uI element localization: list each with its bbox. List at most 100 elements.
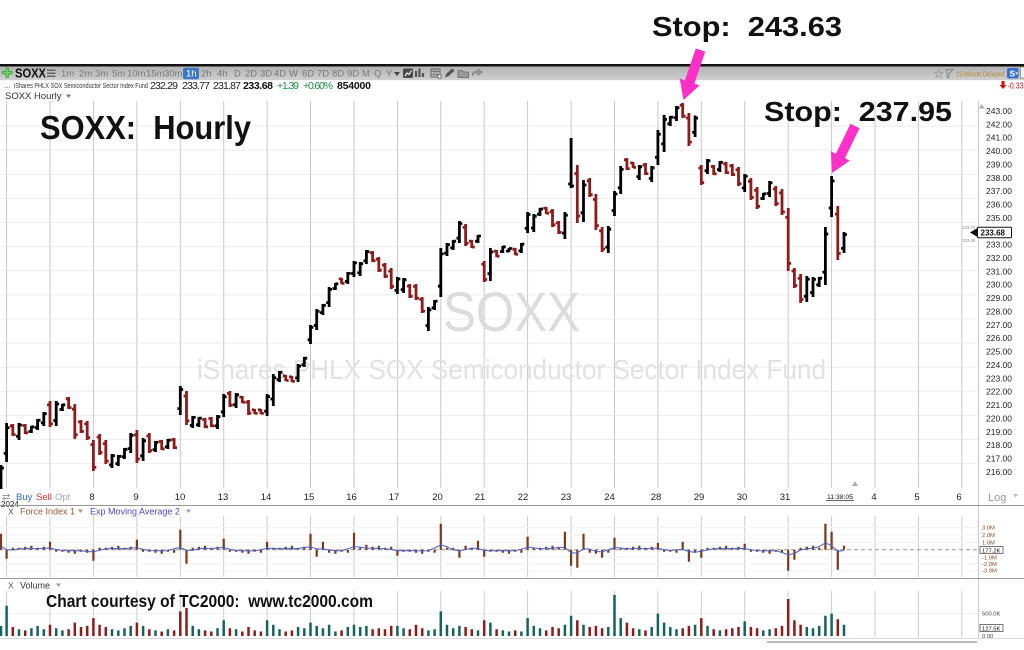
svg-text:7D: 7D (317, 69, 329, 80)
svg-text:223.00: 223.00 (986, 373, 1012, 383)
svg-text:D: D (234, 69, 241, 80)
svg-text:29: 29 (694, 492, 705, 503)
svg-text:1h: 1h (186, 69, 197, 80)
svg-text:227.00: 227.00 (986, 320, 1012, 330)
svg-text:5m: 5m (112, 69, 125, 80)
svg-text:8D: 8D (332, 69, 344, 80)
svg-text:X: X (8, 507, 14, 517)
svg-text:10: 10 (175, 492, 186, 503)
svg-text:X: X (8, 581, 14, 591)
svg-text:6: 6 (956, 492, 961, 503)
svg-text:16: 16 (346, 492, 357, 503)
svg-text:6D: 6D (302, 69, 314, 80)
svg-text:233.68: 233.68 (962, 238, 975, 243)
svg-text:15m: 15m (146, 69, 165, 80)
svg-text:Volume: Volume (20, 581, 50, 591)
svg-text:2.0M: 2.0M (982, 533, 995, 539)
svg-text:9D: 9D (347, 69, 359, 80)
svg-text:239.00: 239.00 (986, 159, 1012, 169)
svg-text:219.00: 219.00 (986, 427, 1012, 437)
svg-text:3D: 3D (260, 69, 272, 80)
svg-text:30m: 30m (164, 69, 183, 80)
svg-text:21: 21 (475, 492, 486, 503)
svg-text:24: 24 (604, 492, 615, 503)
svg-text:233.68: 233.68 (243, 80, 273, 92)
svg-text:238.00: 238.00 (986, 173, 1012, 183)
svg-text:2h: 2h (201, 69, 212, 80)
svg-text:4h: 4h (217, 69, 228, 80)
svg-text:243.00: 243.00 (986, 106, 1012, 116)
svg-text:Log: Log (988, 492, 1006, 504)
svg-text:0.00: 0.00 (982, 634, 993, 640)
svg-text:20: 20 (432, 492, 443, 503)
svg-text:-0.33: -0.33 (1008, 81, 1024, 91)
svg-text:240.00: 240.00 (986, 146, 1012, 156)
svg-text:4D: 4D (274, 69, 286, 80)
svg-text:3m: 3m (95, 69, 108, 80)
svg-text:5: 5 (914, 492, 919, 503)
svg-text:31: 31 (780, 492, 791, 503)
svg-text:23: 23 (561, 492, 572, 503)
svg-text:230.00: 230.00 (986, 280, 1012, 290)
svg-text:218.00: 218.00 (986, 440, 1012, 450)
svg-text:221.00: 221.00 (986, 400, 1012, 410)
svg-text:Stop: 237.95: Stop: 237.95 (764, 96, 952, 127)
svg-text:Y: Y (386, 69, 393, 80)
svg-text:22: 22 (518, 492, 529, 503)
svg-text:233.77: 233.77 (182, 80, 210, 92)
svg-text:216.00: 216.00 (986, 467, 1012, 477)
svg-text:3.0M: 3.0M (982, 526, 995, 532)
svg-text:231.00: 231.00 (986, 266, 1012, 276)
svg-text:229.00: 229.00 (986, 293, 1012, 303)
svg-text:233.68: 233.68 (981, 229, 1006, 238)
svg-text:14: 14 (261, 492, 272, 503)
svg-text:28: 28 (651, 492, 662, 503)
svg-text:Q: Q (374, 69, 381, 80)
svg-text:1.0M: 1.0M (982, 541, 995, 547)
svg-text:30: 30 (737, 492, 748, 503)
svg-text:233.73: 233.73 (962, 225, 975, 230)
svg-text:15: 15 (304, 492, 315, 503)
svg-text:10m: 10m (127, 69, 146, 80)
svg-text:9: 9 (133, 492, 138, 503)
svg-text:SOXX Hourly: SOXX Hourly (5, 91, 62, 102)
svg-text:224.00: 224.00 (986, 360, 1012, 370)
svg-text:Force Index 1: Force Index 1 (20, 507, 75, 517)
svg-text:2m: 2m (79, 69, 92, 80)
svg-text:☆: ☆ (933, 67, 944, 81)
svg-text:127.5K: 127.5K (982, 626, 1001, 632)
svg-text:...: ... (4, 81, 11, 90)
svg-text:Stop: 243.63: Stop: 243.63 (652, 11, 842, 42)
svg-text:Exp Moving Average 2: Exp Moving Average 2 (90, 507, 180, 517)
svg-text:15 Minute Delayed: 15 Minute Delayed (956, 70, 1004, 79)
svg-text:177.2K: 177.2K (982, 548, 1001, 554)
svg-text:242.00: 242.00 (986, 119, 1012, 129)
svg-text:222.00: 222.00 (986, 387, 1012, 397)
svg-text:SOXX: Hourly: SOXX: Hourly (40, 109, 252, 146)
svg-text:Opt: Opt (55, 492, 71, 503)
svg-text:iShares PHLX SOX Semiconductor: iShares PHLX SOX Semiconductor Sector In… (14, 81, 148, 90)
svg-text:Chart courtesy of TC2000: www: Chart courtesy of TC2000: www.tc2000.com (46, 591, 373, 611)
svg-text:1m: 1m (61, 69, 74, 80)
svg-text:-1.0M: -1.0M (982, 556, 997, 562)
svg-text:M: M (362, 69, 370, 80)
svg-text:11:38:05: 11:38:05 (827, 494, 853, 501)
svg-text:-3.0M: -3.0M (982, 569, 997, 575)
svg-text:232.29: 232.29 (150, 80, 178, 92)
svg-text:235.00: 235.00 (986, 213, 1012, 223)
svg-text:4: 4 (871, 492, 876, 503)
svg-text:236.00: 236.00 (986, 200, 1012, 210)
svg-text:+0.60%: +0.60% (303, 80, 333, 92)
svg-text:233.00: 233.00 (986, 240, 1012, 250)
svg-text:W: W (289, 69, 298, 80)
svg-text:241.00: 241.00 (986, 133, 1012, 143)
svg-text:225.00: 225.00 (986, 347, 1012, 357)
svg-text:237.00: 237.00 (986, 186, 1012, 196)
svg-text:231.87: 231.87 (213, 80, 241, 92)
svg-text:SOXX: SOXX (443, 280, 580, 343)
svg-text:228.00: 228.00 (986, 306, 1012, 316)
svg-text:-2.0M: -2.0M (982, 562, 997, 568)
svg-text:+1.39: +1.39 (277, 80, 299, 92)
svg-text:S: S (1010, 69, 1016, 79)
svg-text:226.00: 226.00 (986, 333, 1012, 343)
